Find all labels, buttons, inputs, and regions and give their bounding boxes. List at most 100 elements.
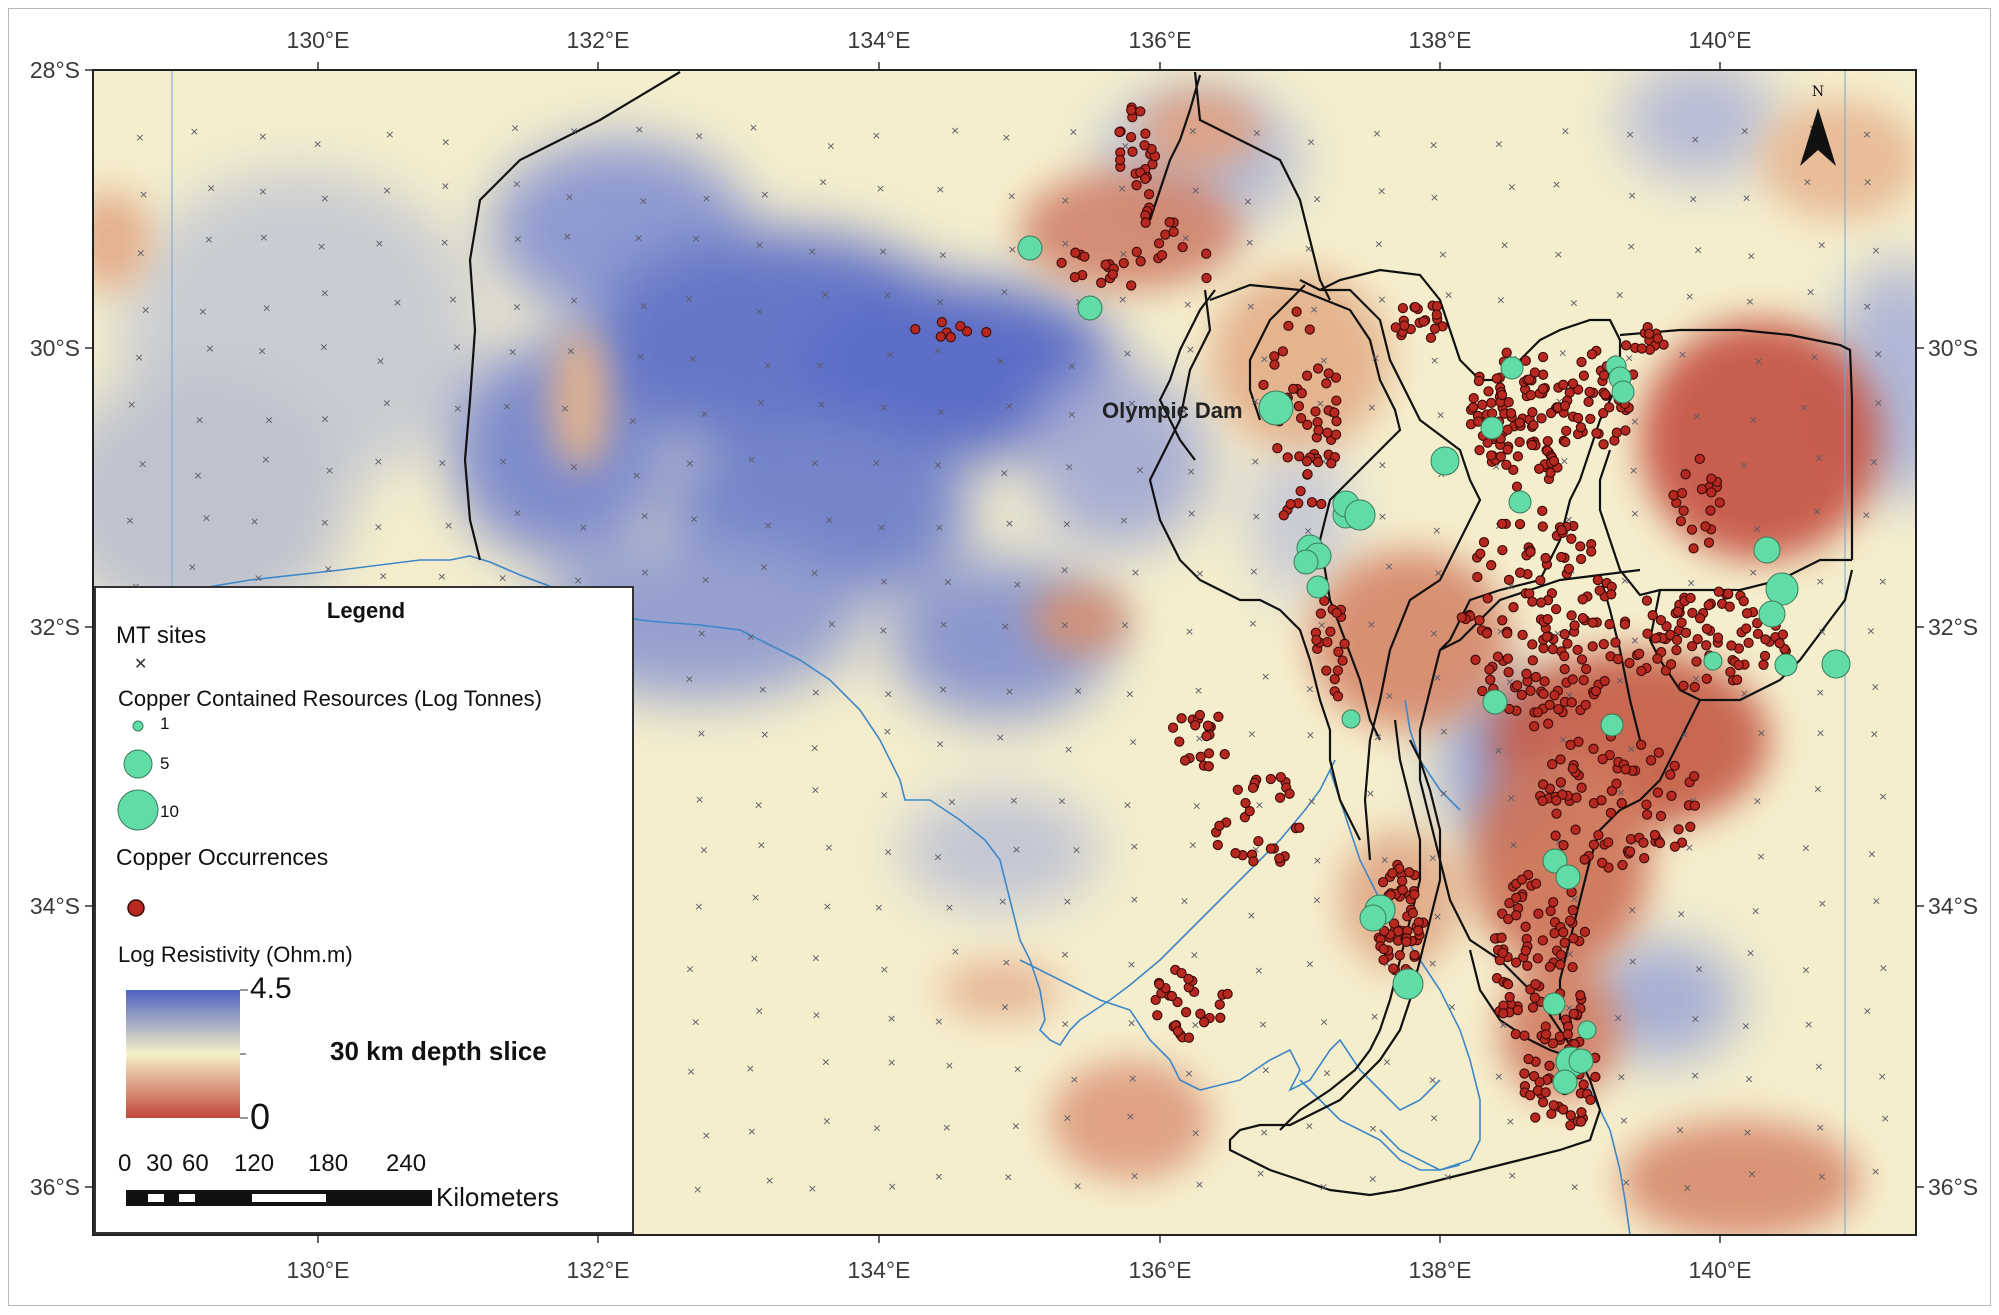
mt-site-marker: × [258,130,267,143]
copper-occurrence-marker [1611,427,1622,438]
mt-site-marker: × [1565,947,1574,960]
mt-site-marker: × [1743,1126,1752,1139]
copper-occurrence-marker [1584,386,1595,398]
mt-site-marker: × [134,351,143,364]
copper-occurrence-marker [1712,632,1724,643]
copper-occurrence-marker [1387,867,1398,879]
mt-site-marker: × [1008,243,1017,256]
lat-label-left: 32°S [30,614,80,640]
copper-occurrence-marker [1378,943,1389,955]
mt-site-marker: × [885,348,894,361]
mt-site-marker: × [1005,517,1014,530]
copper-occurrence-marker [1302,419,1313,430]
copper-occurrence-marker [1566,697,1577,708]
mt-site-marker: × [1181,231,1190,244]
mt-site-marker: × [1252,510,1261,523]
copper-occurrence-marker [1689,681,1700,693]
legend-mt-sites-label: MT sites [116,622,207,649]
copper-occurrence-marker [1585,1094,1596,1106]
copper-occurrence-marker [1388,963,1399,974]
copper-occurrence-marker [1642,628,1653,639]
mt-site-marker: × [1378,510,1387,523]
copper-occurrence-marker [1180,1007,1192,1018]
mt-site-marker: × [697,727,706,740]
copper-occurrence-marker [1594,585,1605,596]
copper-occurrence-marker [1291,306,1302,317]
copper-occurrence-marker [1282,452,1293,463]
longitude-labels-bottom: 130°E 132°E 134°E 136°E 138°E 140°E [287,1257,1752,1283]
copper-occurrence-marker [1331,607,1342,619]
mt-site-marker: × [320,412,329,425]
copper-occurrence-marker [1639,853,1650,864]
mt-site-marker: × [1380,854,1389,867]
mt-site-marker: × [938,683,947,696]
copper-occurrence-marker [1302,468,1313,480]
mt-site-marker: × [1630,415,1639,428]
copper-occurrence-marker [1579,854,1590,865]
copper-resource-marker [1077,295,1103,321]
mt-site-marker: × [1434,566,1443,579]
copper-occurrence-marker [1126,104,1137,116]
mt-site-marker: × [1372,127,1381,140]
copper-occurrence-marker [1537,383,1549,395]
copper-occurrence-marker [1202,720,1214,731]
legend-title: Legend [326,598,406,623]
copper-occurrence-marker [1535,597,1547,608]
copper-occurrence-marker [1310,406,1321,417]
mt-site-marker: × [702,1129,711,1142]
mt-site-marker: × [1373,730,1382,743]
mt-site-marker: × [1118,293,1127,306]
mt-site-marker: × [1258,1018,1267,1031]
mt-site-marker: × [1004,1170,1013,1183]
copper-occurrence-marker [1519,1068,1530,1079]
copper-occurrence-marker [1126,280,1137,291]
copper-occurrence-marker [1491,373,1503,384]
mt-site-marker: × [1629,464,1638,477]
mt-site-marker: × [1254,964,1263,977]
copper-occurrence-marker [1696,484,1708,495]
copper-occurrence-marker [1164,217,1175,228]
mt-site-marker: × [1813,783,1822,796]
mt-site-marker: × [1747,249,1756,262]
mt-site-marker: × [1127,397,1136,410]
lat-label-right: 32°S [1928,614,1978,640]
copper-occurrence-marker [1248,856,1259,867]
copper-occurrence-marker [1413,925,1424,936]
mt-site-marker: × [1057,795,1066,808]
copper-occurrence-marker [1194,709,1206,721]
mt-site-marker: × [320,192,329,205]
copper-occurrence-marker [1586,546,1597,557]
copper-occurrence-marker [1377,876,1389,888]
copper-occurrence-marker [1312,456,1324,468]
mt-site-marker: × [1754,355,1763,368]
mt-site-marker: × [1067,359,1076,372]
copper-occurrence-marker [1689,771,1700,782]
copper-occurrence-marker [1713,586,1724,597]
copper-occurrence-marker [1547,759,1558,770]
mt-site-marker: × [1306,729,1315,742]
copper-occurrence-marker [1496,518,1508,530]
mt-site-marker: × [1878,1070,1887,1083]
mt-site-marker: × [750,952,759,965]
copper-occurrence-marker [1503,667,1514,678]
mt-site-marker: × [879,401,888,414]
copper-occurrence-marker [1593,829,1604,841]
copper-occurrence-marker [1512,1004,1523,1016]
mt-site-marker: × [1260,352,1269,365]
coastline [159,555,1631,1236]
mt-site-marker: × [204,233,213,246]
mt-site-marker: × [1862,509,1871,522]
copper-occurrence-marker [1636,343,1648,354]
mt-site-marker: × [688,353,697,366]
copper-occurrence-marker [1527,407,1538,418]
copper-resource-marker [1017,235,1043,261]
scale-bar [126,1190,432,1206]
copper-occurrence-marker [1154,979,1165,990]
copper-occurrence-marker [1497,615,1508,626]
lon-label-top: 130°E [287,27,350,53]
mt-site-marker: × [1319,1015,1328,1028]
mt-site-marker: × [933,851,942,864]
mt-site-marker: × [1627,189,1636,202]
copper-occurrence-marker [1514,518,1526,530]
mt-site-marker: × [1803,176,1812,189]
